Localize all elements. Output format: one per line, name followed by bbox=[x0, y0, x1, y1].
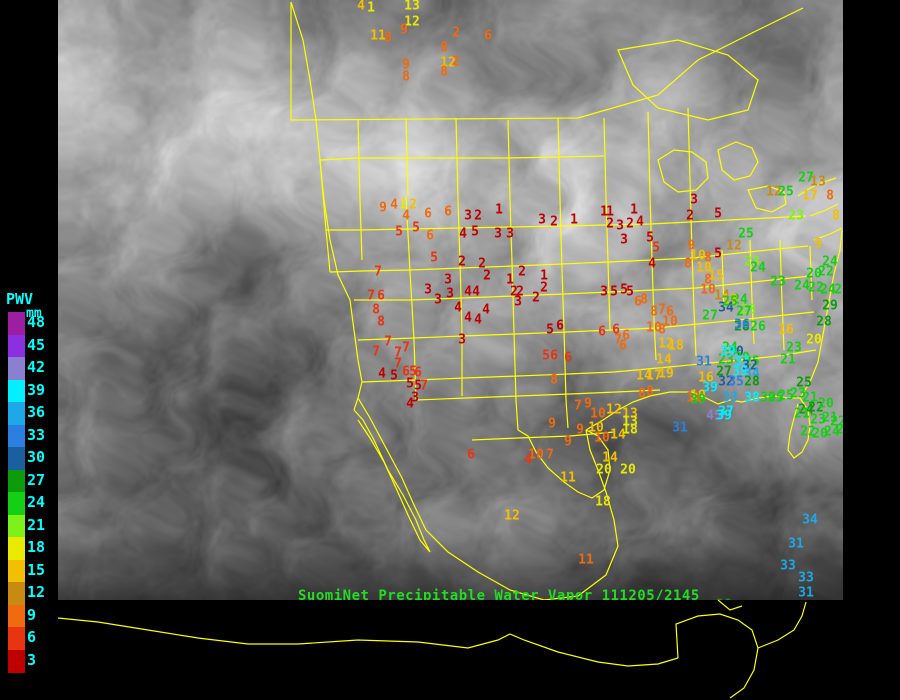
legend-entry: 45 bbox=[0, 334, 58, 358]
political-boundaries-overlay bbox=[290, 1, 843, 600]
legend-tick-label: 24 bbox=[27, 493, 46, 511]
legend-entry: 18 bbox=[0, 537, 58, 560]
water-vapor-satellite-imagery bbox=[58, 0, 843, 600]
legend-color-swatch bbox=[8, 627, 25, 650]
legend-color-swatch bbox=[8, 514, 25, 538]
legend-color-swatch bbox=[8, 447, 25, 470]
legend-color-swatch bbox=[8, 357, 25, 380]
legend-tick-label: 15 bbox=[27, 560, 46, 579]
legend-entry: 42 bbox=[0, 357, 58, 380]
legend-color-swatch bbox=[8, 379, 25, 403]
legend-entry: 6 bbox=[0, 627, 58, 650]
legend-tick-label: 6 bbox=[27, 628, 37, 646]
legend-entry: 36 bbox=[0, 402, 58, 425]
legend-entry: 9 bbox=[0, 604, 58, 628]
legend-color-swatch bbox=[8, 402, 25, 425]
legend-tick-label: 3 bbox=[27, 650, 37, 669]
legend-entry: 15 bbox=[0, 559, 58, 583]
legend-color-swatch bbox=[8, 582, 25, 605]
legend-color-swatch bbox=[8, 469, 25, 493]
product-caption: SuomiNet Precipitable Water Vapor 111205… bbox=[298, 588, 700, 600]
legend-tick-label: 33 bbox=[27, 425, 46, 444]
legend-tick-label: 18 bbox=[27, 538, 46, 556]
legend-tick-label: 9 bbox=[27, 605, 37, 624]
legend-units-label: mm bbox=[26, 306, 42, 321]
legend-tick-label: 36 bbox=[27, 403, 46, 421]
legend-color-swatch bbox=[8, 492, 25, 515]
legend-color-swatch bbox=[8, 559, 25, 583]
legend-entry: 33 bbox=[0, 424, 58, 448]
legend-tick-label: 27 bbox=[27, 470, 46, 489]
legend-entry: 27 bbox=[0, 469, 58, 493]
legend-entry: 39 bbox=[0, 379, 58, 403]
legend-entry: 21 bbox=[0, 514, 58, 538]
legend-color-swatch bbox=[8, 334, 25, 358]
legend-title: PWV bbox=[6, 290, 34, 308]
legend-entry: 3 bbox=[0, 649, 58, 673]
legend-tick-label: 30 bbox=[27, 448, 46, 466]
legend-color-swatch bbox=[8, 649, 25, 673]
legend-tick-label: 12 bbox=[27, 583, 46, 601]
legend-entry: 48 bbox=[0, 312, 58, 335]
southern-region-strip bbox=[58, 600, 900, 700]
legend-color-swatch bbox=[8, 312, 25, 335]
pwv-colorbar-legend: PWV mm 48 45 42 39 36 33 30 27 24 21 18 15 12 9 6 3 bbox=[0, 290, 58, 673]
legend-tick-label: 45 bbox=[27, 335, 46, 354]
legend-color-swatch bbox=[8, 537, 25, 560]
mexico-central-america-outline bbox=[58, 600, 807, 699]
legend-tick-label: 39 bbox=[27, 380, 46, 399]
legend-tick-label: 48 bbox=[27, 313, 46, 331]
legend-entry: 30 bbox=[0, 447, 58, 470]
legend-tick-label: 42 bbox=[27, 358, 46, 376]
legend-tick-label: 21 bbox=[27, 515, 46, 534]
legend-entry: 24 bbox=[0, 492, 58, 515]
legend-color-swatch bbox=[8, 424, 25, 448]
legend-color-swatch bbox=[8, 604, 25, 628]
legend-entry: 12 bbox=[0, 582, 58, 605]
satellite-image-panel: 4 1 13 12 9 11 8 2 6 8 9 12 2 8 8 9 4 1 2 4 5 5 6 5 7 7 6 8 8 7 7 7 7 7 4 5… bbox=[58, 0, 843, 600]
